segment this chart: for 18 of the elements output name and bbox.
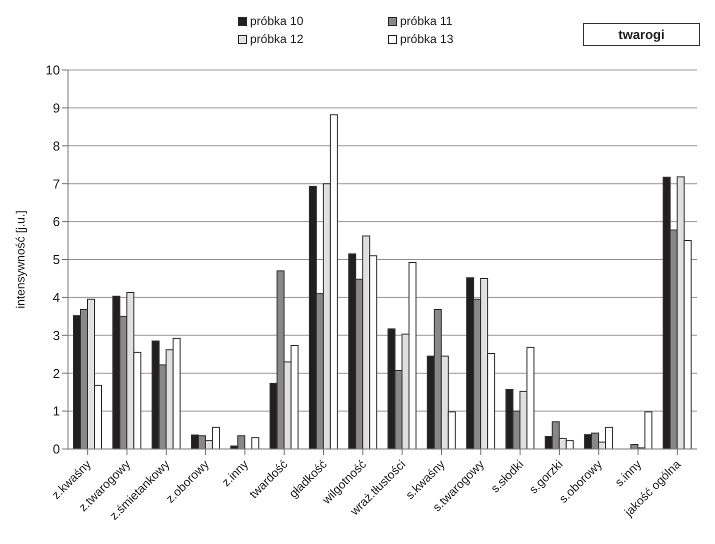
y-tick-label: 10 <box>46 62 60 78</box>
y-tick-label: 3 <box>52 328 60 343</box>
bar <box>251 437 260 449</box>
y-tick-label: 1 <box>52 404 60 419</box>
y-tick-label: 5 <box>52 252 60 268</box>
y-tick-label: 2 <box>52 366 60 381</box>
legend-label: próbka 11 <box>399 14 454 28</box>
legend-label: próbka 13 <box>399 32 454 46</box>
y-tick-label: 7 <box>52 176 60 192</box>
legend-label: próbka 10 <box>249 14 304 28</box>
y-tick-label: 0 <box>52 442 60 457</box>
y-tick-label: 4 <box>52 290 60 306</box>
text: twarogi <box>583 23 700 46</box>
y-tick-label: 6 <box>52 214 60 230</box>
y-axis-title: intensywność [j.u.] <box>13 210 28 309</box>
y-tick-label: 8 <box>52 138 60 154</box>
legend-label: próbka 12 <box>249 32 304 46</box>
y-tick-label: 9 <box>52 100 60 116</box>
